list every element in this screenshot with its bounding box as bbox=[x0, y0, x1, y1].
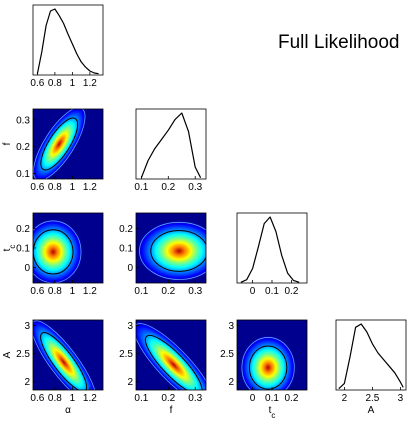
joint-density-group bbox=[33, 320, 98, 390]
x-tick-label: 1.2 bbox=[83, 286, 97, 297]
y-tick-label: 2 bbox=[127, 377, 133, 388]
x-tick-label: 2 bbox=[342, 393, 348, 404]
joint-contour-line bbox=[144, 334, 203, 390]
x-tick-label: 0 bbox=[250, 393, 256, 404]
marginal-density-line bbox=[140, 112, 202, 178]
x-tick-label: 0.1 bbox=[134, 182, 148, 193]
x-tick-label: 0.6 bbox=[30, 286, 44, 297]
y-tick-label: 0.3 bbox=[16, 115, 30, 126]
x-tick-label: 1 bbox=[70, 78, 76, 89]
panels-group: 0.6 0.8 1 1.20.1 0.2 0.30 0.1 0.22 2.5 3A0.6 0.8 1 1… bbox=[2, 4, 407, 420]
joint-contour-outer bbox=[33, 320, 97, 390]
y-tick-label: 2.5 bbox=[220, 349, 234, 360]
joint-density-group bbox=[136, 321, 206, 390]
joint-density-heat bbox=[240, 335, 296, 390]
joint-panel-frame bbox=[135, 319, 207, 391]
x-tick-label: 0 bbox=[250, 286, 256, 297]
x-tick-label: 0.6 bbox=[30, 393, 44, 404]
y-tick-label: 0.2 bbox=[16, 224, 30, 235]
x-axis-label: A bbox=[368, 405, 375, 416]
x-tick-label: 0.2 bbox=[161, 182, 175, 193]
marginal-panel bbox=[335, 319, 407, 391]
y-axis-label: f bbox=[2, 142, 13, 145]
x-tick-label: 0.8 bbox=[48, 393, 62, 404]
x-tick-label: 0.8 bbox=[48, 78, 62, 89]
joint-contour-outer bbox=[241, 337, 295, 390]
joint-density-heat bbox=[33, 320, 98, 390]
x-tick-label: 1 bbox=[70, 286, 76, 297]
y-tick-label: 3 bbox=[127, 321, 133, 332]
marginal-density-line bbox=[338, 323, 404, 390]
y-tick-label: 0.2 bbox=[119, 224, 133, 235]
x-tick-label: 0.3 bbox=[188, 182, 202, 193]
marginal-density-line bbox=[240, 216, 300, 283]
joint-panel-frame bbox=[32, 319, 104, 391]
y-tick-label: 3 bbox=[228, 321, 234, 332]
x-tick-label: 0.8 bbox=[48, 286, 62, 297]
y-tick-label: 0.1 bbox=[119, 244, 133, 255]
joint-density-heat bbox=[33, 219, 83, 283]
joint-density-heat bbox=[136, 321, 206, 390]
y-tick-label: 2 bbox=[228, 377, 234, 388]
joint-density-group bbox=[240, 335, 296, 390]
x-tick-label: 0.1 bbox=[265, 286, 279, 297]
y-tick-label: 2.5 bbox=[119, 349, 133, 360]
joint-contour-line bbox=[150, 229, 206, 272]
y-tick-label: 2 bbox=[24, 377, 30, 388]
x-tick-label: 0.2 bbox=[284, 393, 298, 404]
x-tick-label: 0.3 bbox=[188, 286, 202, 297]
joint-density-group bbox=[33, 109, 87, 179]
joint-contour-outer bbox=[33, 109, 86, 179]
x-tick-label: 3 bbox=[398, 393, 404, 404]
marginal-density-line bbox=[36, 8, 99, 75]
y-tick-label: 0.1 bbox=[16, 244, 30, 255]
joint-density-group bbox=[33, 219, 83, 283]
y-axis-label: tc bbox=[2, 245, 17, 252]
joint-contour-line bbox=[248, 345, 288, 390]
marginal-panel bbox=[32, 4, 104, 76]
x-tick-label: 2.5 bbox=[365, 393, 379, 404]
x-tick-label: 0.2 bbox=[284, 286, 298, 297]
y-tick-label: 3 bbox=[24, 321, 30, 332]
marginal-panel bbox=[236, 212, 308, 284]
y-tick-label: 0.2 bbox=[16, 142, 30, 153]
x-axis-label: f bbox=[170, 405, 173, 416]
joint-contour-line bbox=[40, 332, 88, 390]
x-tick-label: 0.2 bbox=[161, 286, 175, 297]
joint-density-group bbox=[137, 220, 206, 282]
x-tick-label: 1.2 bbox=[83, 78, 97, 89]
x-tick-label: 0.2 bbox=[161, 393, 175, 404]
x-tick-label: 1 bbox=[70, 182, 76, 193]
joint-contour-outer bbox=[136, 323, 206, 390]
x-tick-label: 0.1 bbox=[265, 393, 279, 404]
joint-density-heat bbox=[33, 109, 87, 179]
joint-contour-outer bbox=[139, 221, 206, 280]
joint-contour-line bbox=[40, 117, 79, 171]
x-axis-label: tc bbox=[269, 405, 276, 420]
y-tick-label: 0.1 bbox=[16, 169, 30, 180]
x-tick-label: 0.8 bbox=[48, 182, 62, 193]
x-tick-label: 0.6 bbox=[30, 78, 44, 89]
chart-title: Full Likelihood bbox=[278, 32, 399, 53]
y-axis-label: A bbox=[2, 351, 13, 358]
marginal-panel bbox=[135, 108, 207, 180]
x-tick-label: 0.3 bbox=[188, 393, 202, 404]
x-tick-label: 1.2 bbox=[83, 393, 97, 404]
x-tick-label: 0.1 bbox=[134, 286, 148, 297]
x-tick-label: 0.6 bbox=[30, 182, 44, 193]
joint-density-heat bbox=[137, 220, 206, 282]
x-tick-label: 1.2 bbox=[83, 182, 97, 193]
y-tick-label: 0 bbox=[127, 263, 133, 274]
joint-panel-frame bbox=[32, 108, 104, 180]
x-tick-label: 1 bbox=[70, 393, 76, 404]
x-axis-label: α bbox=[65, 405, 71, 416]
y-tick-label: 2.5 bbox=[16, 349, 30, 360]
x-tick-label: 0.1 bbox=[134, 393, 148, 404]
y-tick-label: 0 bbox=[24, 263, 30, 274]
